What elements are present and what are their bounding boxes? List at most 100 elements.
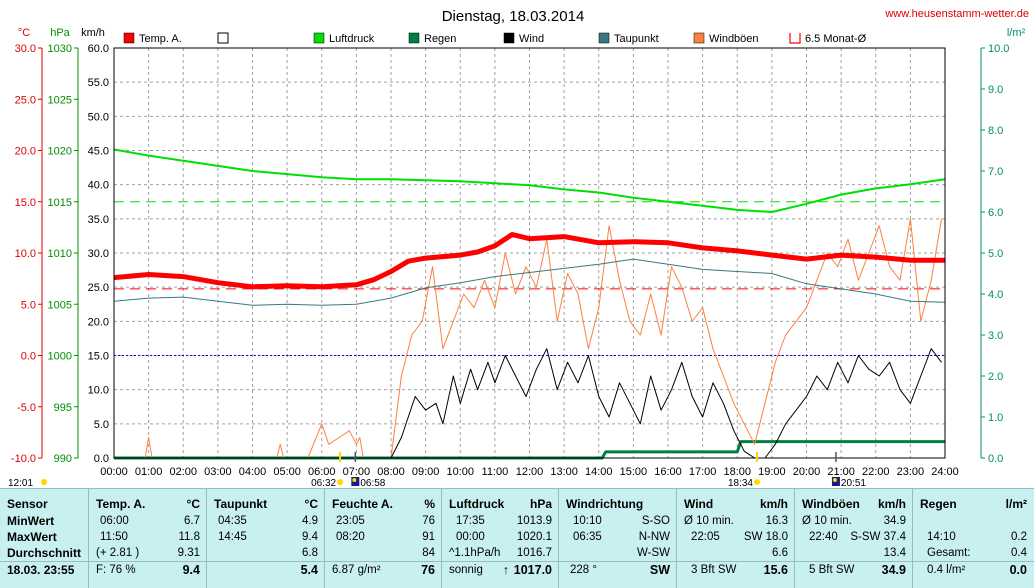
tick-label-wind: 0.0 — [94, 453, 109, 465]
series-line-wind — [114, 348, 942, 459]
series-line-luftdruck — [113, 148, 946, 213]
tick-label-pressure: 1010 — [48, 248, 72, 260]
winddir-row2-time: 06:35 — [573, 531, 602, 543]
pressure-current: 1017.0 — [513, 563, 552, 577]
legend-swatch — [408, 32, 420, 44]
rain-title: Regen — [920, 497, 957, 511]
tick-label-temp: -10.0 — [11, 453, 36, 465]
series-line-windb-en — [114, 218, 942, 459]
humidity-unit: % — [424, 497, 435, 511]
tick-label-rain: 1.0 — [988, 412, 1003, 424]
tick-label-temp: 25.0 — [15, 94, 36, 106]
humidity-min-value: 76 — [422, 515, 435, 527]
tick-label-wind: 15.0 — [88, 351, 109, 363]
temp-max-time: 11:50 — [100, 531, 128, 543]
tick-label-time: 01:00 — [135, 466, 163, 478]
tick-label-time: 19:00 — [758, 466, 786, 478]
legend-label: Taupunkt — [614, 33, 659, 45]
wind-unit: km/h — [759, 497, 788, 511]
stats-col-gusts: Windböen km/h Ø 10 min. 34.9 22:40 S-SW 37.… — [794, 489, 913, 588]
legend-swatch — [503, 32, 515, 44]
winddir-row2-value: N-NW — [638, 531, 670, 543]
pressure-max-value: 1020.1 — [516, 531, 552, 543]
gusts-avg-value: 13.4 — [883, 547, 906, 559]
wind-avg10-value: 16.3 — [765, 515, 788, 527]
pressure-trend-arrow-icon: ↑ — [502, 563, 509, 577]
axis-unit-rain: l/m² — [1007, 27, 1026, 39]
sun-icon — [337, 479, 344, 485]
temp-min-time: 06:00 — [100, 515, 129, 527]
wind-max-value: SW 18.0 — [743, 531, 788, 543]
dew-max-time: 14:45 — [218, 531, 247, 543]
rain-total-value: 0.4 — [1011, 547, 1027, 559]
tick-label-rain: 10.0 — [988, 43, 1009, 55]
pressure-min-time: 17:35 — [456, 515, 485, 527]
tick-label-wind: 5.0 — [94, 419, 109, 431]
stats-col-pressure: Luftdruck hPa 17:35 1013.9 00:00 1020.1 ^1.… — [441, 489, 559, 588]
plot-frame — [113, 47, 946, 459]
moon-glyph — [832, 478, 837, 482]
winddir-row1-value: S-SO — [641, 515, 670, 527]
tick-label-wind: 40.0 — [88, 180, 109, 192]
tick-label-time: 13:00 — [550, 466, 578, 478]
tick-label-pressure: 1015 — [48, 197, 72, 209]
humidity-current: 76 — [421, 563, 435, 577]
tick-label-wind: 35.0 — [88, 214, 109, 226]
tick-label-rain: 9.0 — [988, 84, 1003, 96]
temp-unit: °C — [186, 497, 200, 511]
sun-marker-label: 18:34 — [728, 478, 753, 488]
legend-swatch — [313, 32, 325, 44]
tick-label-time: 18:00 — [723, 466, 751, 478]
temp-avg-delta: (+ 2.81 ) — [96, 547, 140, 559]
rain-max-time: 14:10 — [927, 531, 956, 543]
dew-min-time: 04:35 — [218, 515, 247, 527]
tick-label-time: 12:00 — [516, 466, 544, 478]
gusts-beaufort: 5 Bft SW — [809, 564, 855, 576]
dew-min-value: 4.9 — [302, 515, 318, 527]
rain-max-value: 0.2 — [1011, 531, 1027, 543]
row-label-min: MinWert — [7, 514, 55, 528]
pressure-min-value: 1013.9 — [516, 515, 552, 527]
tick-label-temp: 15.0 — [15, 197, 36, 209]
temp-avg-value: 9.31 — [177, 547, 200, 559]
sun-icon — [753, 479, 760, 485]
axis-unit-wind: km/h — [81, 27, 105, 39]
sun-icon — [41, 479, 47, 485]
tick-label-temp: 20.0 — [15, 146, 36, 158]
legend-label: Windböen — [709, 33, 759, 45]
gusts-current: 34.9 — [881, 563, 906, 577]
humidity-absolute: 6.87 g/m² — [332, 564, 381, 576]
dew-avg-value: 6.8 — [302, 547, 318, 559]
humidity-title: Feuchte A. — [332, 497, 393, 511]
sun-marker-label: 20:51 — [841, 478, 866, 488]
humidity-avg-value: 84 — [422, 547, 435, 559]
dew-current: 5.4 — [300, 563, 318, 577]
tick-label-time: 24:00 — [931, 466, 959, 478]
winddir-row1-time: 10:10 — [573, 515, 602, 527]
moon-glyph — [352, 478, 357, 482]
sun-marker-label: 12:01 — [8, 478, 33, 488]
tick-label-wind: 55.0 — [88, 77, 109, 89]
legend-swatch — [217, 32, 229, 44]
winddir-degrees: 228 ° — [570, 564, 597, 576]
tick-label-time: 23:00 — [897, 466, 925, 478]
humidity-max-value: 91 — [422, 531, 435, 543]
gusts-title: Windböen — [802, 497, 860, 511]
gusts-avg10-value: 34.9 — [883, 515, 906, 527]
legend-label: Wind — [519, 33, 544, 45]
tick-label-wind: 25.0 — [88, 282, 109, 294]
stats-col-winddir: Windrichtung 10:10 S-SO 06:35 N-NW W-SW 22… — [558, 489, 677, 588]
tick-label-time: 21:00 — [827, 466, 855, 478]
gusts-unit: km/h — [877, 497, 906, 511]
website-label[interactable]: www.heusenstamm-wetter.de — [884, 8, 1029, 20]
wind-avg10-label: Ø 10 min. — [684, 515, 734, 527]
sensor-footer: 18.03. 23:55 — [7, 563, 75, 577]
tick-label-wind: 45.0 — [88, 146, 109, 158]
humidity-max-time: 08:20 — [336, 531, 365, 543]
legend-swatch — [123, 32, 135, 44]
temp-min-value: 6.7 — [184, 515, 200, 527]
winddir-current: SW — [649, 563, 670, 577]
tick-label-rain: 7.0 — [988, 166, 1003, 178]
tick-label-rain: 8.0 — [988, 125, 1003, 137]
stats-panel: Sensor MinWert MaxWert Durchschnitt 18.0… — [0, 488, 1034, 588]
